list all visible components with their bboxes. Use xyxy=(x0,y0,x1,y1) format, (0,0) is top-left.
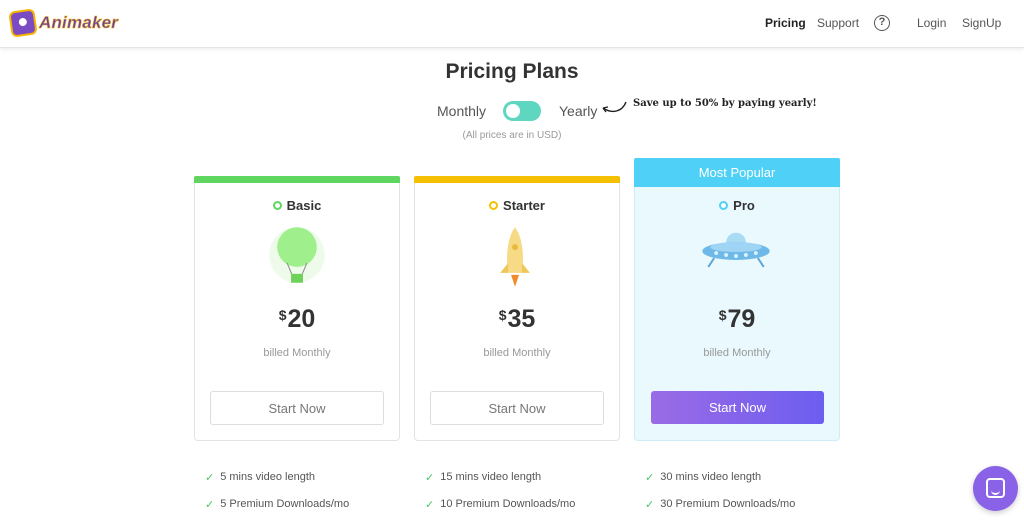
plan-features-basic: ✓ 5 mins video length ✓ 5 Premium Download… xyxy=(205,470,349,524)
currency-note: (All prices are in USD) xyxy=(462,130,562,141)
card-accent-bar xyxy=(414,176,620,183)
feature-text: 10 Premium Downloads/mo xyxy=(440,498,576,510)
rocket-icon xyxy=(500,227,530,287)
check-icon: ✓ xyxy=(205,498,215,511)
chat-icon xyxy=(986,478,1005,498)
billing-period: billed Monthly xyxy=(483,347,551,359)
feature-item: ✓ 5 mins video length xyxy=(205,470,349,484)
plan-price: $20 xyxy=(195,305,399,334)
plan-name: Pro xyxy=(733,198,755,213)
price-value: 20 xyxy=(287,305,316,333)
billing-toggle-row: Monthly Yearly xyxy=(0,100,1024,122)
currency-symbol: $ xyxy=(718,307,727,323)
yearly-label[interactable]: Yearly xyxy=(559,103,598,119)
currency-symbol: $ xyxy=(498,307,507,323)
price-value: 79 xyxy=(727,305,756,333)
feature-item: ✓ 10 Premium Downloads/mo xyxy=(425,497,575,511)
nav-support[interactable]: Support xyxy=(817,16,860,30)
nav-signup[interactable]: SignUp xyxy=(962,16,1002,30)
animaker-logo-icon xyxy=(8,8,38,38)
animaker-logo[interactable]: Animaker xyxy=(8,8,119,38)
card-accent-bar xyxy=(194,176,400,183)
billing-period: billed Monthly xyxy=(263,347,331,359)
most-popular-badge: Most Popular xyxy=(634,158,840,187)
check-icon: ✓ xyxy=(425,471,435,484)
feature-item: ✓ 30 Premium Downloads/mo xyxy=(645,497,795,511)
start-now-button-basic[interactable]: Start Now xyxy=(210,391,384,425)
toggle-knob xyxy=(506,104,520,118)
billing-toggle-switch[interactable] xyxy=(503,101,541,121)
curved-arrow-icon xyxy=(602,101,627,113)
page-title: Pricing Plans xyxy=(445,60,579,83)
plan-card-pro: Most Popular Pro $79 billed Monthly Star… xyxy=(634,158,840,441)
feature-item: ✓ 30 mins video length xyxy=(645,470,795,484)
feature-text: 30 mins video length xyxy=(660,471,762,483)
plan-name: Starter xyxy=(503,198,545,213)
billing-period: billed Monthly xyxy=(703,347,771,359)
check-icon: ✓ xyxy=(205,471,215,484)
nav-login[interactable]: Login xyxy=(917,16,947,30)
ufo-icon xyxy=(702,232,770,268)
plan-features-starter: ✓ 15 mins video length ✓ 10 Premium Downlo… xyxy=(425,470,575,524)
plan-name: Basic xyxy=(286,198,322,213)
top-header: Animaker Pricing Support ? Login SignUp xyxy=(0,0,1024,48)
nav-pricing[interactable]: Pricing xyxy=(765,16,806,30)
plan-price: $79 xyxy=(635,305,839,334)
plan-dot-icon xyxy=(272,201,282,210)
plan-features-pro: ✓ 30 mins video length ✓ 30 Premium Downlo… xyxy=(645,470,795,524)
hot-air-balloon-icon xyxy=(269,227,325,283)
feature-text: 5 Premium Downloads/mo xyxy=(220,498,350,510)
check-icon: ✓ xyxy=(425,498,435,511)
plan-name-row: Starter xyxy=(415,198,619,213)
help-icon[interactable]: ? xyxy=(874,15,890,31)
start-now-button-pro[interactable]: Start Now xyxy=(651,391,824,424)
plan-dot-icon xyxy=(719,201,729,210)
feature-text: 15 mins video length xyxy=(440,471,542,483)
feature-text: 5 mins video length xyxy=(220,471,315,483)
yearly-savings-note: Save up to 50% by paying yearly! xyxy=(633,98,817,109)
plan-card-basic: Basic $20 billed Monthly Start Now xyxy=(194,176,400,441)
plan-name-row: Basic xyxy=(195,198,399,213)
feature-item: ✓ 5 Premium Downloads/mo xyxy=(205,497,349,511)
currency-symbol: $ xyxy=(278,307,287,323)
chat-launcher-button[interactable] xyxy=(973,466,1018,511)
check-icon: ✓ xyxy=(645,498,655,511)
plan-name-row: Pro xyxy=(635,198,839,213)
plan-price: $35 xyxy=(415,305,619,334)
price-value: 35 xyxy=(507,305,536,333)
feature-item: ✓ 15 mins video length xyxy=(425,470,575,484)
monthly-label[interactable]: Monthly xyxy=(437,103,487,119)
plan-card-starter: Starter $35 billed Monthly Start Now xyxy=(414,176,620,441)
plan-dot-icon xyxy=(489,201,499,210)
check-icon: ✓ xyxy=(645,471,655,484)
logo-text: Animaker xyxy=(39,13,119,33)
start-now-button-starter[interactable]: Start Now xyxy=(430,391,604,425)
feature-text: 30 Premium Downloads/mo xyxy=(660,498,796,510)
